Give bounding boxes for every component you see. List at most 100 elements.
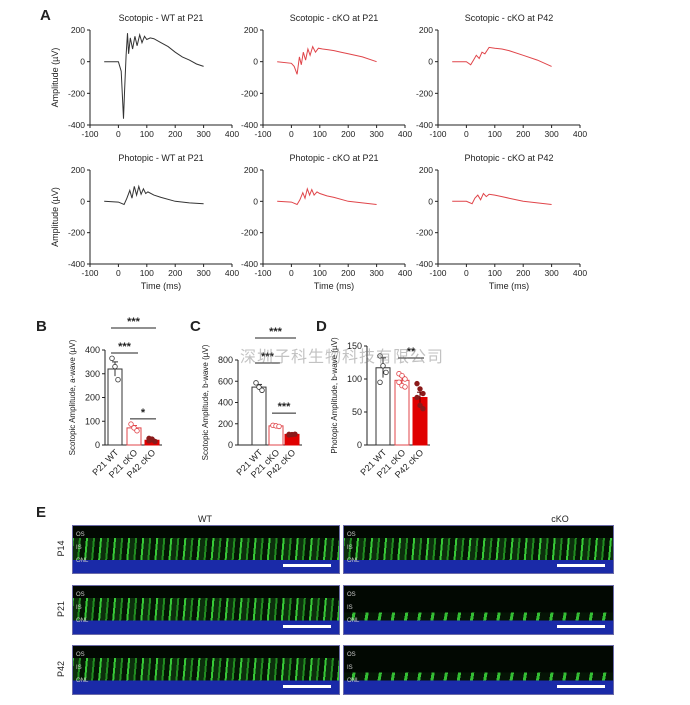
y-tick-label: 600 [218,376,233,386]
y-tick-label: 200 [244,25,258,35]
x-tick-label: 0 [116,268,121,278]
data-point [417,402,423,409]
micrograph-wt-p14: OS IS ONL [72,525,340,574]
x-tick-label: 400 [225,129,239,139]
data-point [414,394,420,401]
row-label-p42: P42 [56,661,66,677]
data-point [253,380,259,386]
chart-title: Scotopic - cKO at P21 [290,13,379,23]
data-point [115,376,121,383]
erg-chart-3: 200 0 -200 -400-100 0 100 200 300 400 Scotopic - … [416,13,587,139]
bar [268,425,284,446]
y-tick-label: 100 [85,416,100,426]
y-tick-label: 200 [218,419,233,429]
scale-bar [557,625,605,628]
x-tick-label: 0 [464,129,469,139]
data-point [420,406,426,412]
erg-chart-1: 200 0 -200 -400-100 0 100 200 300 400 Scotopic - … [50,13,239,139]
x-tick-label: 100 [488,268,502,278]
bar [375,367,391,446]
x-tick-label: 200 [341,129,355,139]
x-tick-label: 300 [545,129,559,139]
x-tick-label: 400 [573,268,587,278]
erg-trace [104,32,204,119]
layer-label-onl: ONL [76,558,89,564]
x-axis-label: Time (ms) [141,281,181,291]
y-tick-label: 100 [347,374,362,384]
x-tick-label: 400 [398,129,412,139]
y-tick-label: -200 [416,228,433,238]
chart-title: Photopic - cKO at P42 [464,153,553,163]
panel-label-c: C [190,318,201,335]
data-point [128,421,134,427]
layer-label-is: IS [347,605,353,611]
layer-label-onl: ONL [347,618,360,624]
layer-label-os: OS [347,592,356,598]
micrograph-wt-p42: OS IS ONL [72,645,340,695]
x-tick-label: 300 [545,268,559,278]
data-point [414,380,420,387]
significance-label: * [141,407,146,419]
erg-trace [452,192,552,205]
significance-label: *** [261,351,275,363]
y-tick-label: -400 [241,259,258,269]
chart-title: Photopic - cKO at P21 [289,153,378,163]
chart-title: Scotopic - WT at P21 [119,13,204,23]
x-tick-label: 400 [225,268,239,278]
y-tick-label: 0 [357,440,362,450]
scale-bar [557,564,605,567]
micrograph-cko-p42: OS IS ONL [343,645,614,695]
layer-label-is: IS [76,605,82,611]
y-tick-label: 0 [428,196,433,206]
y-tick-label: 200 [71,25,85,35]
y-tick-label: 200 [71,165,85,175]
panel-label-a: A [40,7,51,24]
significance-label: *** [118,341,132,353]
y-axis-label: Amplitude (µV) [50,187,60,247]
x-tick-label: 200 [341,268,355,278]
erg-chart-6: 200 0 -200 -400-100 0 100 200 300 400 Photopic - … [416,153,587,291]
x-tick-label: 100 [313,268,327,278]
layer-label-onl: ONL [76,618,89,624]
x-tick-label: 400 [398,268,412,278]
x-tick-label: 100 [488,129,502,139]
data-point [377,353,383,359]
y-tick-label: -200 [241,228,258,238]
x-tick-label: 100 [140,268,154,278]
significance-label: *** [127,316,141,328]
data-point [109,355,115,362]
x-tick-label: -100 [254,268,271,278]
data-point [259,387,265,393]
layer-label-onl: ONL [347,558,360,564]
panel-label-d: D [316,318,327,335]
scale-bar [283,685,331,688]
y-tick-label: 50 [352,407,362,417]
column-label-cko: cKO [551,514,569,524]
x-tick-label: 300 [370,129,384,139]
y-tick-label: -400 [68,259,85,269]
x-axis-label: Time (ms) [314,281,354,291]
chart-title: Photopic - WT at P21 [118,153,203,163]
y-tick-label: -200 [241,88,258,98]
x-tick-label: -100 [254,129,271,139]
erg-chart-2: 200 0 -200 -400-100 0 100 200 300 400 Scotopic - … [241,13,412,139]
watermark: 深圳子科生物科技有限公司 [240,347,445,366]
x-tick-label: 200 [516,268,530,278]
data-point [149,436,155,442]
y-tick-label: -400 [241,120,258,130]
layer-label-onl: ONL [76,678,89,684]
layer-label-onl: ONL [347,678,360,684]
micrograph-wt-p21: OS IS ONL [72,585,340,635]
x-axis-label: Time (ms) [489,281,529,291]
x-tick-label: -100 [429,268,446,278]
bar [394,379,410,446]
data-point [402,384,408,390]
data-point [377,379,383,385]
layer-label-os: OS [347,652,356,658]
significance-label: *** [269,326,283,338]
column-label-wt: WT [198,514,212,524]
panel-label-e: E [36,504,46,521]
data-point [420,390,426,397]
scale-bar [283,564,331,567]
